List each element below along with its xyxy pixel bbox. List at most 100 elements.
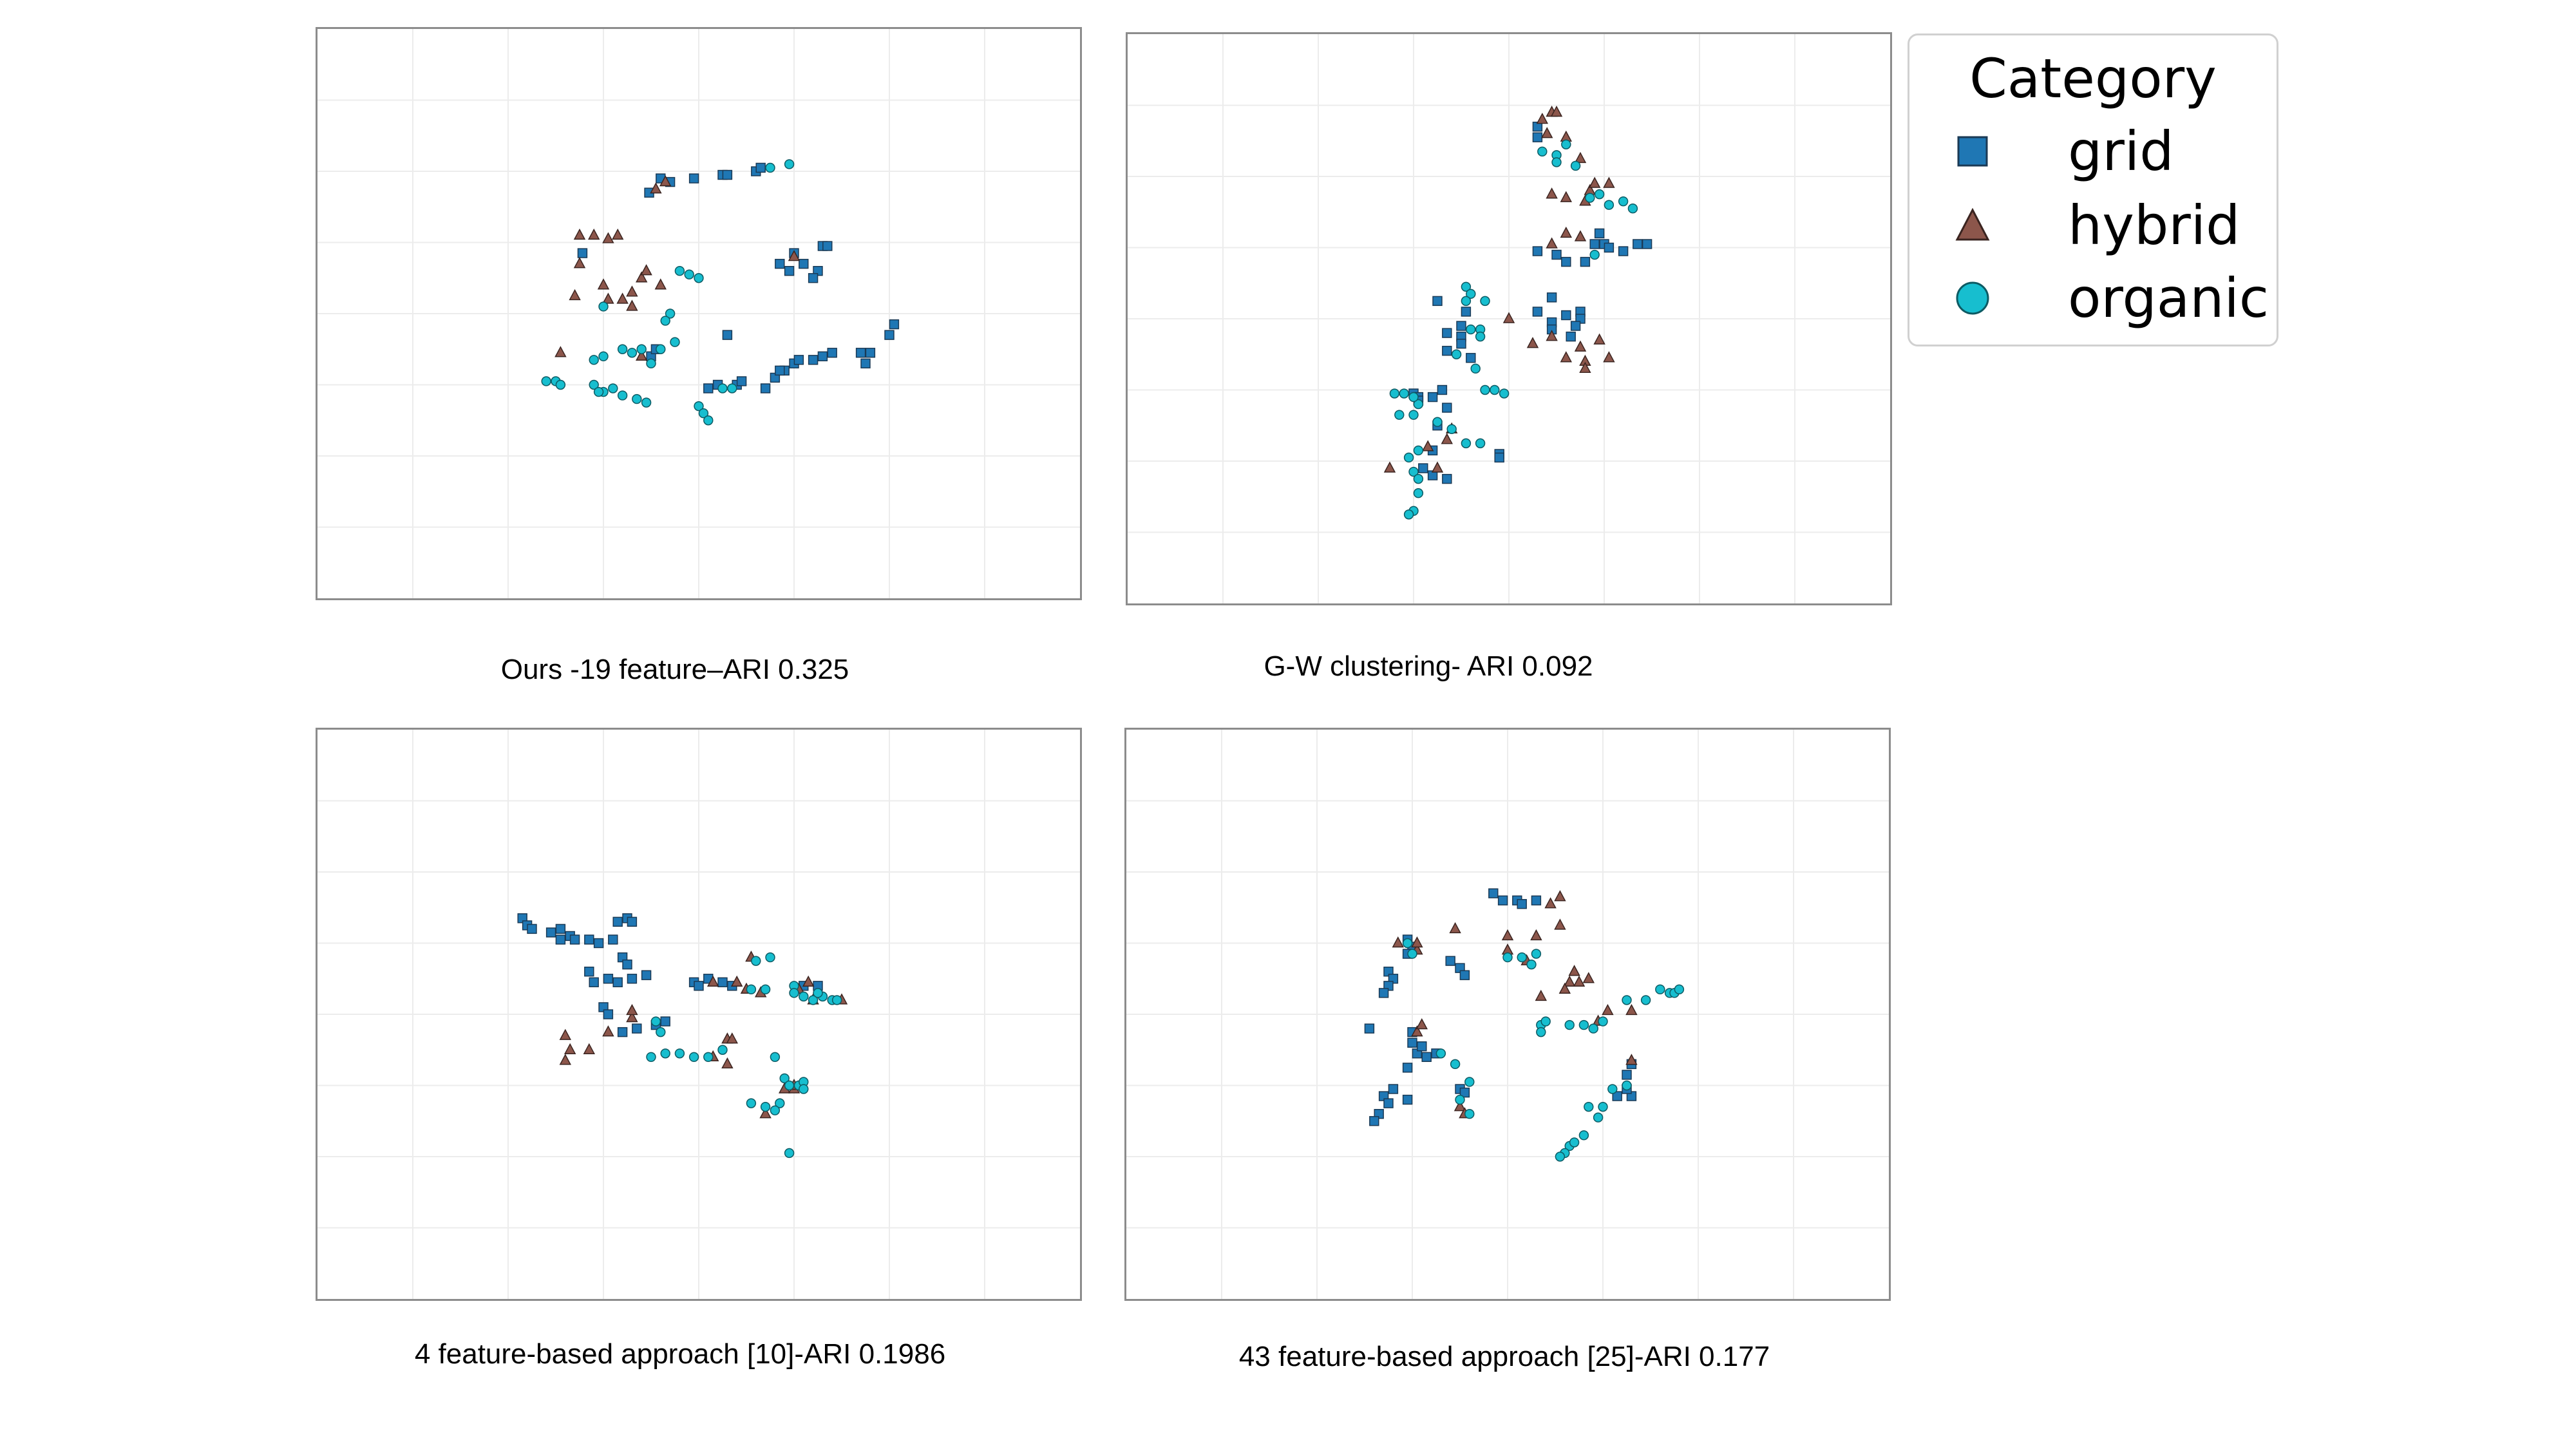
legend-title: Category (1969, 47, 2217, 110)
data-point-grid (855, 348, 866, 358)
data-point-grid (1570, 321, 1581, 331)
data-point-organic (1466, 324, 1476, 335)
data-point-hybrid (1411, 936, 1423, 948)
data-point-grid (817, 351, 828, 361)
data-point-grid (1456, 321, 1466, 331)
data-point-organic (789, 988, 799, 998)
data-point-hybrid (1554, 890, 1566, 902)
data-point-organic (1461, 296, 1472, 307)
data-point-organic (1531, 949, 1542, 959)
data-point-grid (1517, 899, 1527, 909)
data-point-hybrid (640, 264, 652, 276)
data-point-grid (632, 1023, 642, 1034)
data-point-hybrid (602, 292, 614, 304)
data-point-organic (770, 1105, 781, 1115)
data-point-organic (1403, 509, 1414, 520)
data-point-hybrid (1502, 312, 1515, 323)
data-point-hybrid (1602, 1003, 1614, 1016)
data-point-hybrid (1563, 975, 1576, 987)
data-point-organic (1399, 388, 1409, 399)
data-point-hybrid (659, 175, 672, 187)
data-point-organic (670, 337, 680, 347)
data-point-grid (1589, 239, 1600, 249)
data-point-organic (784, 1148, 795, 1159)
data-point-organic (1450, 1059, 1461, 1070)
data-point-hybrid (564, 1043, 576, 1054)
data-point-hybrid (1593, 333, 1605, 345)
data-point-organic (641, 397, 652, 408)
data-point-grid (1612, 1091, 1622, 1101)
data-point-grid (1442, 402, 1452, 413)
data-point-grid (688, 173, 699, 184)
data-point-organic (813, 988, 823, 998)
data-point-grid (1388, 1084, 1399, 1094)
data-point-organic (627, 348, 638, 358)
scatter-panel-ours (316, 27, 1082, 600)
scatter-panel-43feature (1124, 728, 1891, 1301)
data-point-grid (1402, 1063, 1413, 1073)
data-point-organic (1499, 388, 1510, 399)
data-point-grid (736, 376, 747, 386)
data-point-grid (660, 1016, 670, 1027)
data-point-grid (1407, 1037, 1417, 1048)
legend-label-hybrid: hybrid (2068, 194, 2240, 257)
data-point-organic (688, 1052, 699, 1062)
data-point-grid (1459, 970, 1470, 980)
data-point-hybrid (1501, 929, 1514, 941)
data-point-hybrid (559, 1028, 572, 1040)
data-point-hybrid (573, 228, 586, 240)
data-point-grid (1442, 346, 1452, 356)
data-point-organic (1598, 1016, 1608, 1027)
data-point-hybrid (1560, 351, 1573, 363)
data-point-organic (1570, 160, 1581, 171)
data-point-grid (865, 348, 876, 358)
data-point-hybrid (1573, 975, 1586, 987)
data-point-organic (674, 266, 685, 276)
data-point-hybrid (1588, 176, 1601, 188)
data-point-organic (694, 401, 704, 412)
data-point-hybrid (788, 250, 800, 261)
data-point-grid (627, 916, 638, 927)
data-point-grid (545, 927, 556, 938)
data-point-grid (1461, 307, 1472, 317)
data-point-organic (775, 1098, 785, 1108)
data-point-organic (1588, 1023, 1598, 1034)
legend-label-grid: grid (2068, 120, 2174, 183)
data-point-hybrid (626, 299, 638, 311)
data-point-grid (608, 934, 618, 945)
data-point-organic (1413, 399, 1424, 410)
data-point-hybrid (626, 1011, 638, 1023)
data-point-organic (1455, 1094, 1465, 1105)
data-point-hybrid (1574, 230, 1587, 242)
data-point-organic (831, 995, 842, 1005)
data-point-organic (1585, 193, 1595, 203)
data-point-grid (1633, 239, 1643, 249)
data-point-organic (1408, 466, 1419, 477)
data-point-organic (684, 269, 694, 279)
data-point-organic (646, 1052, 656, 1062)
data-point-hybrid (1526, 337, 1539, 348)
data-point-organic (617, 390, 628, 401)
data-point-organic (703, 415, 714, 426)
data-point-organic (727, 383, 737, 393)
data-point-grid (1459, 1087, 1470, 1098)
data-point-grid (1604, 242, 1615, 253)
caption-4feature: 4 feature-based approach [10]-ARI 0.1986 (414, 1338, 946, 1370)
data-point-grid (603, 1009, 614, 1019)
data-point-grid (1445, 956, 1455, 966)
data-point-grid (860, 358, 871, 369)
data-point-grid (603, 974, 614, 984)
data-point-grid (584, 967, 594, 977)
data-point-organic (1622, 1080, 1632, 1091)
data-point-hybrid (1535, 989, 1548, 1001)
data-point-grid (1432, 296, 1443, 307)
data-point-hybrid (587, 228, 600, 240)
data-point-organic (1640, 995, 1651, 1005)
data-point-organic (784, 1080, 795, 1091)
data-point-hybrid (1411, 1025, 1423, 1037)
data-point-grid (808, 355, 819, 365)
data-point-organic (1578, 1130, 1589, 1141)
data-point-grid (1418, 463, 1428, 473)
data-point-organic (665, 308, 676, 319)
data-point-grid (622, 959, 632, 970)
